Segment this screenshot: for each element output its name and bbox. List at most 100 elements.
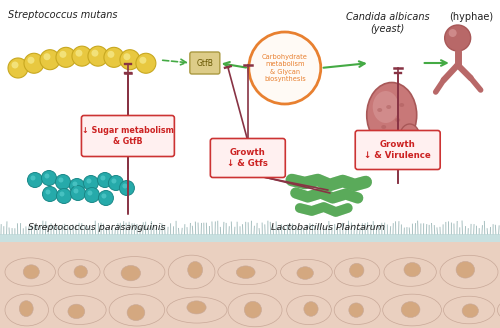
Ellipse shape (382, 294, 442, 326)
Ellipse shape (297, 267, 314, 279)
Circle shape (108, 175, 124, 191)
Text: (hyphae): (hyphae) (450, 12, 494, 22)
Ellipse shape (334, 258, 380, 286)
Ellipse shape (381, 125, 386, 129)
Circle shape (136, 53, 156, 73)
Ellipse shape (404, 262, 420, 277)
Circle shape (24, 53, 44, 73)
FancyBboxPatch shape (82, 115, 174, 156)
Circle shape (60, 192, 64, 196)
Circle shape (42, 187, 58, 201)
Ellipse shape (121, 265, 141, 281)
Circle shape (120, 180, 134, 195)
Ellipse shape (386, 105, 391, 109)
Circle shape (56, 174, 70, 190)
Ellipse shape (127, 305, 145, 320)
Text: Lactobacillus Plantarum: Lactobacillus Plantarum (271, 223, 385, 232)
Ellipse shape (350, 263, 364, 277)
Ellipse shape (68, 304, 85, 318)
Circle shape (108, 51, 114, 58)
Circle shape (8, 58, 28, 78)
Ellipse shape (456, 261, 474, 278)
Ellipse shape (334, 296, 380, 324)
Circle shape (56, 47, 76, 67)
Circle shape (86, 178, 92, 183)
Ellipse shape (54, 296, 106, 324)
Ellipse shape (304, 302, 318, 316)
Ellipse shape (109, 294, 164, 326)
Text: GtfB: GtfB (196, 58, 214, 68)
Ellipse shape (395, 118, 400, 122)
Circle shape (92, 50, 98, 57)
Circle shape (44, 174, 50, 178)
Circle shape (44, 53, 51, 60)
Ellipse shape (349, 303, 364, 318)
Circle shape (249, 32, 321, 104)
Ellipse shape (236, 266, 255, 278)
Ellipse shape (444, 296, 494, 324)
Ellipse shape (228, 293, 282, 327)
Text: Carbohydrate
metabolism
& Glycan
biosynthesis: Carbohydrate metabolism & Glycan biosynt… (262, 54, 308, 82)
Text: ↓ Sugar metabolism
& GtfB: ↓ Sugar metabolism & GtfB (82, 126, 174, 146)
Ellipse shape (20, 301, 33, 317)
Circle shape (46, 190, 51, 195)
Ellipse shape (401, 302, 420, 318)
Text: Candida albicans
(yeast): Candida albicans (yeast) (346, 12, 430, 33)
Circle shape (448, 29, 456, 37)
Ellipse shape (218, 259, 276, 285)
Circle shape (98, 191, 114, 206)
Text: Growth
↓ & Gtfs: Growth ↓ & Gtfs (228, 148, 268, 168)
Circle shape (42, 171, 56, 186)
Circle shape (30, 175, 36, 180)
Ellipse shape (188, 261, 202, 278)
Circle shape (72, 46, 92, 66)
Ellipse shape (372, 91, 398, 123)
Circle shape (100, 175, 105, 180)
Circle shape (70, 186, 86, 200)
FancyBboxPatch shape (190, 52, 220, 74)
Ellipse shape (104, 256, 165, 287)
Bar (0, 234, 500, 242)
Circle shape (124, 53, 130, 60)
Circle shape (104, 47, 124, 67)
Ellipse shape (498, 296, 500, 324)
FancyBboxPatch shape (210, 138, 286, 177)
Ellipse shape (409, 145, 422, 161)
Ellipse shape (58, 259, 100, 284)
Ellipse shape (384, 258, 436, 286)
Bar (0, 240, 500, 328)
Text: Streptococcus mutans: Streptococcus mutans (8, 10, 117, 20)
Ellipse shape (377, 108, 382, 112)
Circle shape (102, 194, 106, 198)
Text: Growth
↓ & Virulence: Growth ↓ & Virulence (364, 140, 431, 160)
Circle shape (40, 50, 60, 70)
Circle shape (84, 188, 100, 202)
Ellipse shape (399, 103, 404, 107)
Circle shape (60, 51, 66, 58)
Ellipse shape (400, 124, 419, 150)
FancyBboxPatch shape (355, 131, 440, 170)
Ellipse shape (389, 135, 394, 139)
Ellipse shape (167, 297, 227, 323)
Ellipse shape (23, 265, 40, 279)
Circle shape (140, 57, 146, 64)
Circle shape (28, 173, 42, 188)
Ellipse shape (280, 259, 332, 285)
Ellipse shape (168, 255, 215, 289)
Circle shape (88, 46, 108, 66)
Ellipse shape (286, 296, 332, 325)
Circle shape (112, 178, 116, 183)
Ellipse shape (462, 304, 478, 318)
Text: Streptococcus parasanguinis: Streptococcus parasanguinis (28, 223, 166, 232)
Circle shape (84, 175, 98, 191)
Circle shape (72, 181, 78, 187)
Circle shape (70, 178, 84, 194)
Circle shape (12, 62, 18, 69)
Ellipse shape (5, 294, 49, 326)
Ellipse shape (187, 301, 206, 314)
Circle shape (58, 177, 64, 182)
Circle shape (76, 50, 82, 57)
Ellipse shape (366, 83, 416, 148)
Circle shape (28, 57, 34, 64)
Circle shape (120, 50, 140, 70)
